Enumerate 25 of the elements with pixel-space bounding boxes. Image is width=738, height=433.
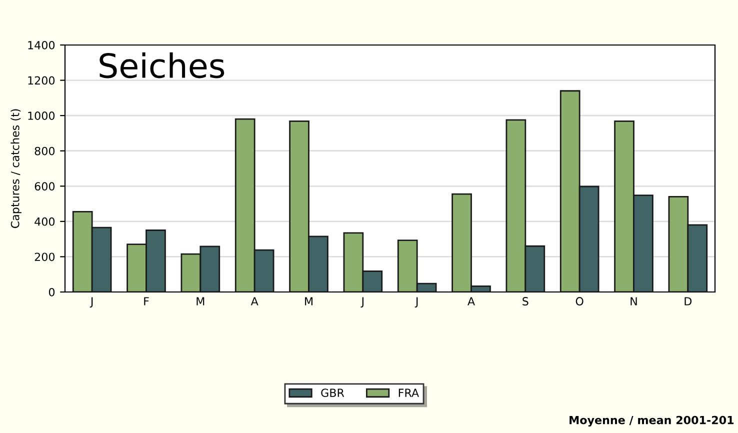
x-tick-label: M (196, 297, 204, 306)
x-tick-label: A (250, 297, 258, 306)
x-tick-label: M (305, 297, 312, 306)
y-tick-label: 0 (48, 288, 55, 296)
y-tick-label: 400 (34, 217, 55, 226)
x-tick-label: S (522, 297, 528, 306)
x-tick-label: F (144, 297, 149, 306)
y-tick-label: 1000 (28, 112, 55, 120)
x-tick-label: J (414, 297, 418, 308)
legend-label: GBR (321, 388, 344, 398)
x-tick-label: D (684, 297, 692, 306)
x-tick-label: N (630, 297, 637, 306)
x-tick-label: J (90, 297, 93, 308)
y-tick-label: 800 (34, 146, 55, 156)
x-tick-label: J (360, 297, 364, 308)
x-tick-label: O (576, 297, 584, 306)
legend-label: FRA (398, 388, 419, 397)
y-axis-title: Captures / catches (t) (10, 109, 22, 228)
y-tick-label: 200 (34, 252, 55, 262)
text: Moyenne / mean 2001-201 (570, 416, 734, 427)
chart-title: Seiches (100, 52, 224, 78)
y-tick-label: 1200 (28, 76, 55, 85)
y-tick-label: 1400 (28, 40, 55, 50)
y-tick-label: 600 (34, 182, 55, 191)
x-tick-label: A (468, 297, 475, 306)
